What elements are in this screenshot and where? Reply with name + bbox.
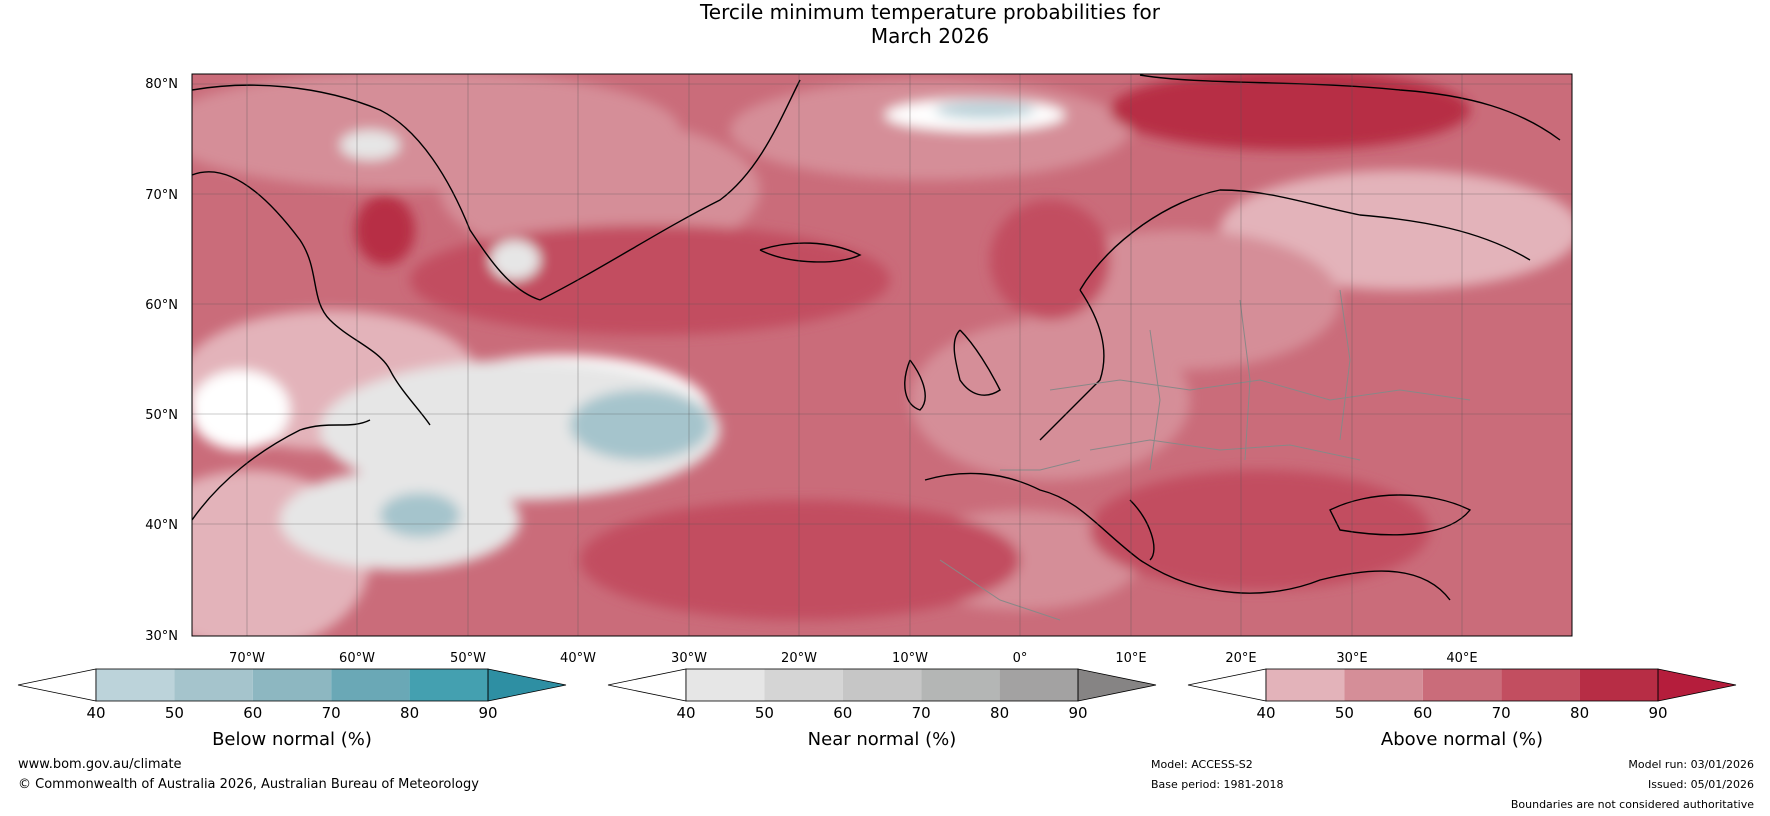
below-tick: 50: [165, 704, 184, 722]
above-tick: 80: [1570, 704, 1589, 722]
map-frame: [191, 73, 1573, 637]
lat-label-50: 50°N: [145, 408, 178, 423]
colorbar-near-segment: [842, 669, 922, 701]
footer-copyright: © Commonwealth of Australia 2026, Austra…: [18, 777, 479, 792]
lat-label-30: 30°N: [145, 629, 178, 644]
colorbar-below-segment: [409, 669, 488, 701]
colorbar-above-segment: [1266, 669, 1345, 701]
footer-website: www.bom.gov.au/climate: [18, 757, 182, 772]
lon-label-20w: 20°W: [781, 651, 817, 666]
lat-label-80: 80°N: [145, 77, 178, 92]
colorbar-above-normal: 40 50 60 70 80 90: [1187, 668, 1737, 722]
colorbar-near-segment: [999, 669, 1078, 701]
footer-model: Model: ACCESS-S2: [1151, 758, 1253, 771]
longitude-labels: 70°W 60°W 50°W 40°W 30°W 20°W 10°W 0° 10…: [229, 651, 1478, 666]
colorbar-above-segment: [1344, 669, 1423, 701]
lat-label-40: 40°N: [145, 518, 178, 533]
coastlines: [192, 74, 1561, 601]
colorbar-near-segment: [764, 669, 843, 701]
lat-label-70: 70°N: [145, 188, 178, 203]
lon-label-20e: 20°E: [1225, 651, 1256, 666]
colorbar-below-segment: [252, 669, 332, 701]
near-tick: 40: [676, 704, 695, 722]
lon-label-30w: 30°W: [671, 651, 707, 666]
footer-issued: Issued: 05/01/2026: [1648, 778, 1754, 791]
colorbar-above-segment: [1422, 669, 1502, 701]
colorbar-near-segment: [686, 669, 765, 701]
lon-label-50w: 50°W: [450, 651, 486, 666]
colorbar-below-segment: [174, 669, 253, 701]
lon-label-10e: 10°E: [1115, 651, 1146, 666]
above-tick: 70: [1492, 704, 1511, 722]
lat-label-60: 60°N: [145, 298, 178, 313]
colorbar-below-lower-tip: [17, 668, 97, 702]
lon-label-70w: 70°W: [229, 651, 265, 666]
colorbar-below-segment: [96, 669, 175, 701]
country-borders: [939, 289, 1471, 621]
below-tick: 40: [86, 704, 105, 722]
footer-model-run: Model run: 03/01/2026: [1628, 758, 1754, 771]
latitude-labels: 80°N 70°N 60°N 50°N 40°N 30°N: [145, 77, 178, 644]
colorbar-near-label: Near normal (%): [808, 729, 957, 750]
near-tick: 50: [755, 704, 774, 722]
below-tick: 70: [322, 704, 341, 722]
above-tick: 90: [1648, 704, 1667, 722]
probability-field: [192, 74, 1572, 636]
colorbar-below-segment: [331, 669, 410, 701]
title-line-1: Tercile minimum temperature probabilitie…: [699, 0, 1161, 24]
near-tick: 70: [912, 704, 931, 722]
colorbar-below-upper-tip: [487, 668, 567, 702]
colorbar-below-label: Below normal (%): [212, 729, 372, 750]
lon-label-60w: 60°W: [339, 651, 375, 666]
above-tick: 60: [1413, 704, 1432, 722]
lon-label-30e: 30°E: [1336, 651, 1367, 666]
colorbar-near-normal: 40 50 60 70 80 90: [607, 668, 1157, 722]
colorbar-near-upper-tip: [1077, 668, 1157, 702]
map-panel: [192, 74, 1572, 636]
lon-label-40e: 40°E: [1446, 651, 1477, 666]
below-tick: 90: [478, 704, 497, 722]
colorbar-above-lower-tip: [1187, 668, 1267, 702]
gridlines: [192, 74, 1572, 636]
colorbar-below-normal: 40 50 60 70 80 90: [17, 668, 567, 722]
colorbar-near-segment: [921, 669, 1000, 701]
below-tick: 60: [243, 704, 262, 722]
lon-label-40w: 40°W: [560, 651, 596, 666]
above-tick: 40: [1256, 704, 1275, 722]
above-tick: 50: [1335, 704, 1354, 722]
title-line-2: March 2026: [870, 24, 990, 48]
footer-base-period: Base period: 1981-2018: [1151, 778, 1283, 791]
lon-label-0: 0°: [1013, 651, 1028, 666]
below-tick: 80: [400, 704, 419, 722]
colorbar-above-segment: [1579, 669, 1658, 701]
colorbar-above-label: Above normal (%): [1381, 729, 1543, 750]
near-tick: 90: [1068, 704, 1087, 722]
near-tick: 60: [833, 704, 852, 722]
colorbar-near-lower-tip: [607, 668, 687, 702]
lon-label-10w: 10°W: [892, 651, 928, 666]
colorbar-above-segment: [1501, 669, 1580, 701]
near-tick: 80: [990, 704, 1009, 722]
footer-disclaimer: Boundaries are not considered authoritat…: [1511, 798, 1754, 811]
map-title: Tercile minimum temperature probabilitie…: [0, 0, 1770, 48]
colorbar-above-upper-tip: [1657, 668, 1737, 702]
